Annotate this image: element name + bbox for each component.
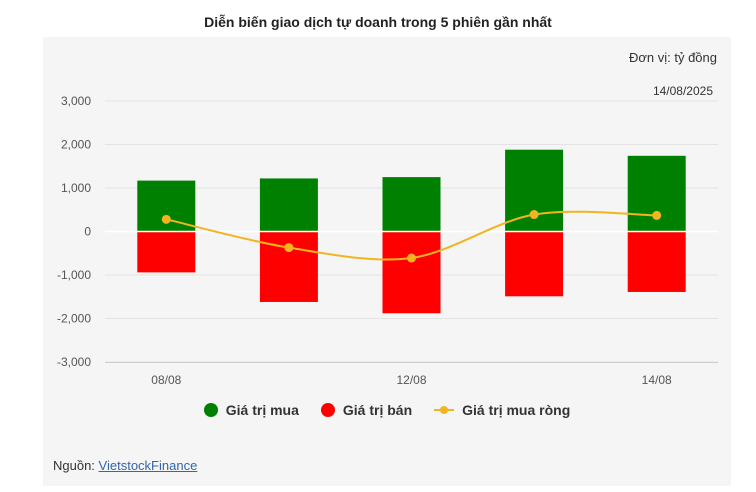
net-point — [161, 214, 171, 224]
sell-bar — [259, 231, 318, 302]
unit-label: Đơn vị: tỷ đồng — [628, 50, 717, 65]
net-point — [284, 243, 294, 253]
x-tick-label: 14/08 — [642, 373, 672, 387]
legend-label-net: Giá trị mua ròng — [462, 402, 571, 418]
source-link[interactable]: VietstockFinance — [98, 458, 198, 473]
x-tick-label: 08/08 — [151, 373, 181, 387]
y-tick-label: 2,000 — [61, 138, 91, 152]
sell-bar — [505, 231, 564, 297]
sell-circle-icon — [320, 403, 335, 417]
sell-bar — [137, 231, 196, 273]
net-point — [652, 210, 662, 220]
sell-bar — [627, 231, 686, 292]
net-line-icon — [434, 403, 455, 417]
y-tick-label: 1,000 — [61, 181, 91, 195]
y-tick-label: -3,000 — [57, 355, 91, 369]
chart-panel: Đơn vị: tỷ đồng 3,000 2,000 1,000 0 -1,000 -2… — [43, 37, 731, 486]
x-tick-label: 12/08 — [396, 373, 426, 387]
sell-bar — [382, 231, 441, 314]
chart-legend: Giá trị mua Giá trị bán Giá trị mua ròng — [43, 402, 731, 418]
buy-bar — [259, 178, 318, 232]
date-label: 14/08/2025 — [653, 84, 713, 98]
buy-circle-icon — [203, 403, 218, 417]
legend-label-sell: Giá trị bán — [342, 402, 413, 418]
y-tick-label: -2,000 — [57, 312, 91, 326]
y-tick-label: 0 — [84, 225, 91, 239]
legend-label-buy: Giá trị mua — [225, 402, 299, 418]
y-tick-label: -1,000 — [57, 268, 91, 282]
chart-title: Diễn biến giao dịch tự doanh trong 5 phi… — [204, 14, 552, 30]
buy-bar — [382, 177, 441, 232]
net-point — [407, 253, 416, 263]
legend-item-sell[interactable]: Giá trị bán — [320, 402, 413, 418]
source-label: Nguồn: — [53, 458, 95, 473]
y-tick-label: 3,000 — [61, 94, 91, 108]
legend-item-buy[interactable]: Giá trị mua — [203, 402, 299, 418]
source-note: Nguồn: VietstockFinance — [53, 458, 197, 473]
chart-plot: 3,000 2,000 1,000 0 -1,000 -2,000 -3,000 14/08/… — [57, 84, 718, 387]
buy-bar — [627, 155, 686, 232]
net-point — [529, 210, 539, 220]
legend-item-net[interactable]: Giá trị mua ròng — [434, 402, 570, 418]
